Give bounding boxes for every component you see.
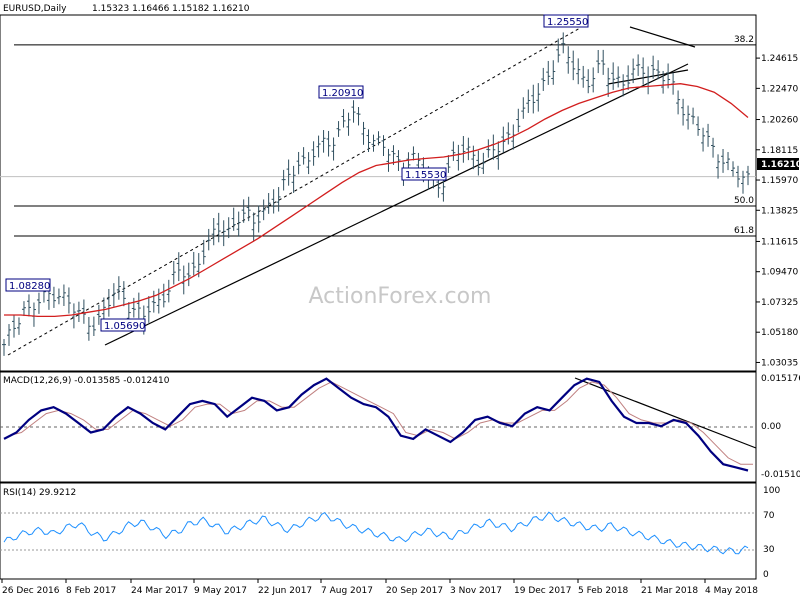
price-callout-label: 1.25550	[547, 17, 588, 28]
price-bars	[2, 32, 750, 356]
rsi-y-tick-label: 70	[763, 511, 775, 521]
price-y-tick-label: 1.03035	[761, 358, 798, 368]
price-y-tick-label: 1.20260	[761, 116, 798, 126]
rsi-y-tick-label: 100	[763, 486, 780, 496]
price-y-axis: 1.24615 1.22470 1.20260 1.18115 1.15970 1.138…	[756, 54, 798, 368]
rsi-panel-title: RSI(14) 29.9212	[3, 488, 76, 498]
rsi-panel-frame	[0, 482, 757, 580]
price-callout-box	[401, 167, 447, 181]
price-y-tick-label: 1.22470	[761, 84, 798, 94]
x-tick-label: 20 Sep 2017	[386, 586, 443, 596]
price-panel-title: EURUSD,Daily	[3, 4, 67, 14]
ohlc-header: 1.15323 1.16466 1.15182 1.16210	[92, 4, 250, 14]
x-tick-label: 9 May 2017	[194, 586, 247, 596]
price-callout-label: 1.08280	[9, 281, 50, 292]
macd-panel: MACD(12,26,9) -0.013585 -0.012410 0.0151…	[0, 371, 800, 483]
price-callout-box	[5, 278, 51, 292]
price-callouts: 1.08280 1.05690 1.20910 1.15530 1.25550	[5, 14, 589, 332]
x-tick-label: 4 May 2018	[705, 586, 758, 596]
price-y-tick-label: 1.24615	[761, 54, 798, 64]
x-tick-label: 7 Aug 2017	[321, 586, 373, 596]
x-axis: 26 Dec 2016 8 Feb 2017 24 Mar 2017 9 May 20…	[1, 579, 758, 596]
watermark: ActionForex.com	[309, 284, 492, 309]
price-y-tick-label: 1.05180	[761, 328, 798, 338]
rsi-y-tick-label: 30	[763, 545, 775, 555]
price-callout-box	[100, 318, 146, 332]
x-tick-label: 21 Mar 2018	[641, 586, 698, 596]
main-uptrend-line	[104, 63, 689, 346]
channel-upper-trendline	[7, 27, 581, 356]
fib-level-label: 50.0	[734, 196, 754, 206]
macd-y-tick-label: -0.015105	[761, 470, 800, 480]
price-callout-label: 1.20910	[322, 88, 363, 99]
price-y-tick-label: 1.09470	[761, 268, 798, 278]
macd-y-tick-label: 0.00	[761, 422, 781, 432]
price-callout-box	[318, 85, 364, 99]
x-tick-label: 8 Feb 2017	[66, 586, 116, 596]
price-callout-label: 1.05690	[104, 321, 145, 332]
macd-line	[3, 377, 749, 472]
current-price-box	[757, 158, 799, 170]
price-y-tick-label: 1.13825	[761, 206, 798, 216]
price-callout-label: 1.15530	[405, 170, 446, 181]
moving-average-line	[4, 83, 749, 318]
rsi-line	[3, 511, 749, 555]
price-y-tick-label: 1.18115	[761, 146, 798, 156]
macd-y-axis: 0.015176 0.00 -0.015105	[761, 374, 800, 480]
price-callout-box	[543, 14, 589, 28]
x-tick-label: 24 Mar 2017	[131, 586, 188, 596]
x-tick-label: 22 Jun 2017	[258, 586, 312, 596]
triangle-upper-line	[629, 26, 696, 48]
current-price-label: 1.16210	[761, 160, 800, 170]
fib-level-label: 61.8	[734, 226, 754, 236]
price-y-tick-label: 1.15970	[761, 176, 798, 186]
price-panel-frame	[0, 14, 757, 372]
price-y-tick-label: 1.11615	[761, 237, 798, 247]
x-tick-label: 3 Nov 2017	[450, 586, 502, 596]
rsi-y-axis: 100 70 30 0	[763, 486, 780, 580]
macd-y-tick-label: 0.015176	[761, 374, 800, 384]
price-panel: EURUSD,Daily 1.15323 1.16466 1.15182 1.1…	[0, 4, 800, 372]
macd-panel-title: MACD(12,26,9) -0.013585 -0.012410	[3, 376, 170, 386]
x-tick-label: 26 Dec 2016	[2, 586, 60, 596]
fib-level-label: 38.2	[734, 35, 754, 45]
rsi-panel: RSI(14) 29.9212 100 70 30 0	[0, 482, 780, 580]
x-tick-label: 5 Feb 2018	[578, 586, 629, 596]
price-y-tick-label: 1.07325	[761, 298, 798, 308]
x-tick-label: 19 Dec 2017	[514, 586, 572, 596]
rsi-y-tick-label: 0	[763, 570, 769, 580]
fib-levels: 38.2 50.0 61.8	[14, 35, 756, 237]
